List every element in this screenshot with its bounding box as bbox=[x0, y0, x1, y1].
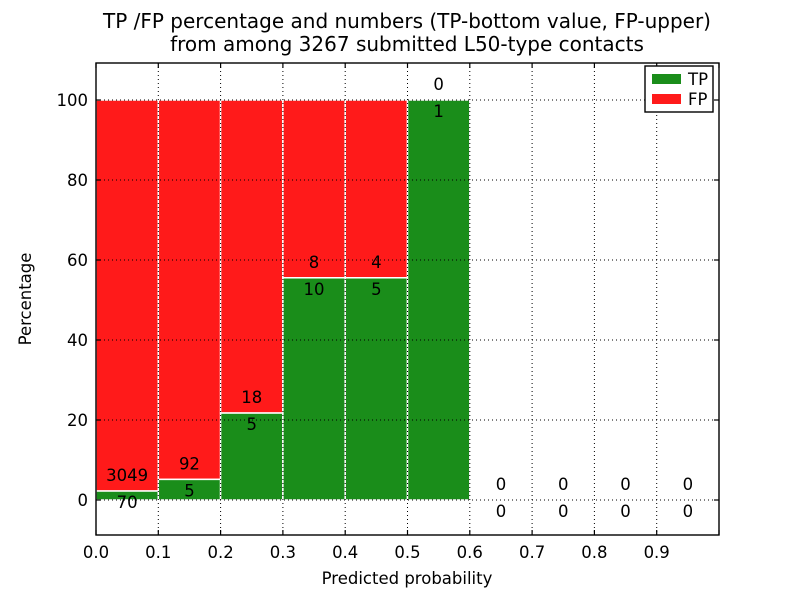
ticks-layer bbox=[95, 63, 720, 535]
tp-count-label-bin5: 1 bbox=[433, 102, 444, 121]
x-tick-label-0.3: 0.3 bbox=[270, 543, 296, 562]
y-tick-label-20: 20 bbox=[67, 411, 88, 430]
bar-tp-bin2 bbox=[219, 412, 284, 501]
bars-layer bbox=[95, 99, 471, 501]
bar-fp-bin0 bbox=[95, 99, 160, 492]
x-tick-label-0.1: 0.1 bbox=[145, 543, 171, 562]
fp-count-label-bin9: 0 bbox=[683, 475, 694, 494]
x-tick-label-0.0: 0.0 bbox=[83, 543, 109, 562]
gridlines-layer bbox=[96, 63, 719, 535]
legend-swatch-tp bbox=[652, 74, 681, 84]
fp-count-label-bin6: 0 bbox=[496, 475, 507, 494]
fp-count-label-bin5: 0 bbox=[433, 75, 444, 94]
tick-labels-layer: 0.0 0.1 0.2 0.3 0.4 0.5 0.6 0.7 0.8 0.90204060801… bbox=[57, 91, 670, 562]
y-tick-label-80: 80 bbox=[67, 171, 88, 190]
tp-count-label-bin9: 0 bbox=[683, 502, 694, 521]
chart-title-line2: from among 3267 submitted L50-type conta… bbox=[170, 32, 644, 56]
tp-count-label-bin4: 5 bbox=[371, 280, 382, 299]
y-tick-label-0: 0 bbox=[78, 491, 89, 510]
y-tick-label-40: 40 bbox=[67, 331, 88, 350]
bar-fp-bin3 bbox=[282, 99, 346, 279]
tp-count-label-bin2: 5 bbox=[247, 415, 258, 434]
fp-count-label-bin0: 3049 bbox=[106, 466, 148, 485]
fp-count-label-bin7: 0 bbox=[558, 475, 569, 494]
chart-title-line1: TP /FP percentage and numbers (TP-bottom… bbox=[102, 9, 711, 33]
bar-fp-bin4 bbox=[344, 99, 409, 279]
tp-count-label-bin8: 0 bbox=[620, 502, 631, 521]
bar-fp-bin2 bbox=[219, 99, 284, 414]
tp-count-label-bin7: 0 bbox=[558, 502, 569, 521]
x-tick-label-0.9: 0.9 bbox=[644, 543, 670, 562]
bar-tp-bin3 bbox=[282, 277, 346, 501]
y-axis-label: Percentage bbox=[16, 253, 35, 346]
fp-count-label-bin3: 8 bbox=[309, 253, 320, 272]
bar-tp-bin4 bbox=[344, 277, 409, 501]
legend-box bbox=[644, 65, 714, 113]
x-tick-label-0.4: 0.4 bbox=[332, 543, 358, 562]
legend-label-fp: FP bbox=[688, 90, 707, 109]
x-tick-label-0.8: 0.8 bbox=[581, 543, 607, 562]
x-tick-label-0.5: 0.5 bbox=[394, 543, 420, 562]
fp-count-label-bin8: 0 bbox=[620, 475, 631, 494]
bar-tp-bin5 bbox=[406, 99, 471, 501]
y-tick-label-100: 100 bbox=[57, 91, 89, 110]
tp-count-label-bin6: 0 bbox=[496, 502, 507, 521]
x-axis-label: Predicted probability bbox=[322, 569, 493, 588]
tp-count-label-bin0: 70 bbox=[117, 493, 138, 512]
fp-count-label-bin2: 18 bbox=[241, 388, 262, 407]
legend-swatch-fp bbox=[652, 94, 681, 104]
x-tick-label-0.2: 0.2 bbox=[207, 543, 233, 562]
fp-count-label-bin4: 4 bbox=[371, 253, 382, 272]
tp-count-label-bin3: 10 bbox=[304, 280, 325, 299]
legend-label-tp: TP bbox=[687, 70, 708, 89]
y-tick-label-60: 60 bbox=[67, 251, 88, 270]
x-tick-label-0.7: 0.7 bbox=[519, 543, 545, 562]
x-tick-label-0.6: 0.6 bbox=[457, 543, 483, 562]
tp-count-label-bin1: 5 bbox=[184, 481, 195, 500]
bar-fp-bin1 bbox=[157, 99, 222, 481]
fp-count-label-bin1: 92 bbox=[179, 454, 200, 473]
